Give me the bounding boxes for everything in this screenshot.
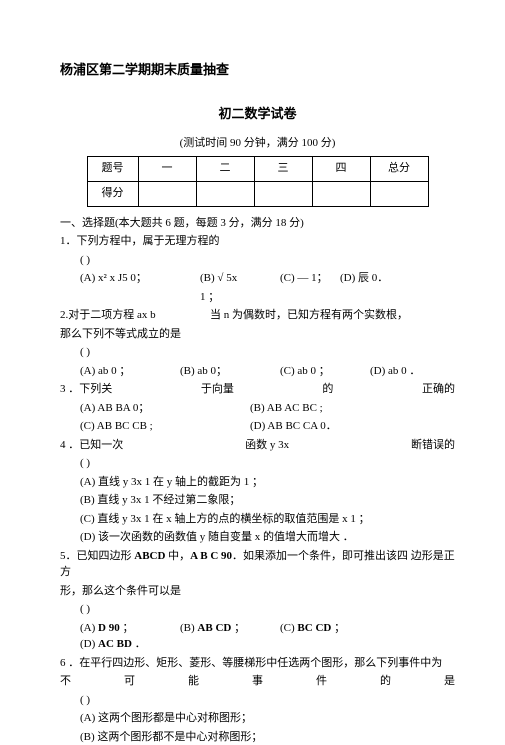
- q1-a: (A) x² x J5 0；: [80, 270, 200, 287]
- q5-oa: (A) D 90 ；: [80, 620, 180, 637]
- td-2: [196, 181, 254, 206]
- q1-opts: (A) x² x J5 0； (B) √ 5x (C) — 1； (D) 辰 0…: [60, 270, 455, 287]
- q1-d: (D) 辰 0．: [340, 270, 400, 287]
- q4a: 4 ．已知一次: [60, 437, 123, 454]
- q3-opts2: (C) AB BC CB ; (D) AB BC CA 0．: [60, 418, 455, 435]
- th-total: 总分: [370, 156, 428, 181]
- q2-oa: (A) ab 0 ；: [80, 363, 180, 380]
- q6c: ( ): [60, 692, 455, 709]
- q3d: 正确的: [422, 381, 455, 398]
- q5-ob: (B) AB CD ；: [180, 620, 280, 637]
- q6a: 6 ．在平行四边形、矩形、菱形、等腰梯形中任选两个图形，那么下列事件中为: [60, 655, 455, 672]
- q5a: 5．已知四边形: [60, 550, 134, 562]
- q6b1: 不: [60, 673, 71, 690]
- q5: 5．已知四边形 ABCD 中，A B C 90．如果添加一个条件，即可推出该四 …: [60, 548, 455, 581]
- subtitle: (测试时间 90 分钟，满分 100 分): [60, 135, 455, 152]
- th-num: 题号: [87, 156, 138, 181]
- q6b5: 件: [316, 673, 327, 690]
- q6b4: 事: [252, 673, 263, 690]
- q4oa: (A) 直线 y 3x 1 在 y 轴上的截距为 1 ；: [60, 474, 455, 491]
- q4: 4 ．已知一次 函数 y 3x 断错误的: [60, 437, 455, 454]
- q3-oc: (C) AB BC CB ;: [80, 418, 250, 435]
- th-3: 三: [254, 156, 312, 181]
- td-3: [254, 181, 312, 206]
- q5c: ( ): [60, 601, 455, 618]
- title: 初二数学试卷: [60, 104, 455, 124]
- q3-opts1: (A) AB BA 0； (B) AB AC BC ;: [60, 400, 455, 417]
- q2b: 当 n 为偶数时，已知方程有两个实数根，: [210, 307, 408, 324]
- q6oa: (A) 这两个图形都是中心对称图形；: [60, 710, 455, 727]
- q4ob: (B) 直线 y 3x 1 不经过第二象限；: [60, 492, 455, 509]
- q2-od: (D) ab 0 ．: [370, 363, 450, 380]
- th-2: 二: [196, 156, 254, 181]
- q2: 2.对于二项方程 ax b 当 n 为偶数时，已知方程有两个实数根，: [60, 307, 455, 324]
- q3b: 于向量: [201, 381, 234, 398]
- q1: 1．下列方程中，属于无理方程的: [60, 233, 455, 250]
- q5-oc: (C) BC CD ；: [280, 620, 380, 637]
- q1-paren: ( ): [60, 252, 455, 269]
- q3-oa: (A) AB BA 0；: [80, 400, 250, 417]
- section-title: 一、选择题(本大题共 6 题，每题 3 分，满分 18 分): [60, 215, 455, 232]
- q6b2: 可: [124, 673, 135, 690]
- q3a: 3 ．下列关: [60, 381, 112, 398]
- q4b: 函数 y 3x: [245, 437, 289, 454]
- score-table: 题号 一 二 三 四 总分 得分: [87, 156, 429, 207]
- q6b: 不 可 能 事 件 的 是: [60, 673, 455, 690]
- q2-opts: (A) ab 0 ； (B) ab 0； (C) ab 0 ； (D) ab 0…: [60, 363, 455, 380]
- th-4: 四: [312, 156, 370, 181]
- header: 杨浦区第二学期期末质量抽查: [60, 60, 455, 80]
- q3-od: (D) AB BC CA 0．: [250, 418, 337, 435]
- q5bold2: A B C 90: [190, 550, 232, 562]
- q5-od: (D) AC BD ．: [80, 636, 170, 653]
- q4od: (D) 该一次函数的函数值 y 随自变量 x 的值增大而增大 ．: [60, 529, 455, 546]
- q6ob: (B) 这两个图形都不是中心对称图形；: [60, 729, 455, 745]
- td-score: 得分: [87, 181, 138, 206]
- q6b7: 是: [444, 673, 455, 690]
- q5a2: 中，: [165, 550, 190, 562]
- q2a: 2.对于二项方程 ax b: [60, 307, 210, 324]
- q1-b2: 1 ；: [60, 289, 455, 306]
- td-1: [138, 181, 196, 206]
- q3: 3 ．下列关 于向量 的 正确的: [60, 381, 455, 398]
- q3c: 的: [322, 381, 333, 398]
- td-4: [312, 181, 370, 206]
- q5-opts: (A) D 90 ； (B) AB CD ； (C) BC CD ； (D) A…: [60, 620, 455, 653]
- th-1: 一: [138, 156, 196, 181]
- q2d: ( ): [60, 344, 455, 361]
- q2-ob: (B) ab 0；: [180, 363, 280, 380]
- q1-c: (C) — 1；: [280, 270, 340, 287]
- q6b3: 能: [188, 673, 199, 690]
- q5b: 形，那么这个条件可以是: [60, 583, 455, 600]
- q5abold: ABCD: [134, 550, 165, 562]
- q2-oc: (C) ab 0 ；: [280, 363, 370, 380]
- q4c: 断错误的: [411, 437, 455, 454]
- q3-ob: (B) AB AC BC ;: [250, 400, 323, 417]
- q4d: ( ): [60, 455, 455, 472]
- q1-b: (B) √ 5x: [200, 270, 280, 287]
- q6b6: 的: [380, 673, 391, 690]
- q2c: 那么下列不等式成立的是: [60, 326, 455, 343]
- td-total: [370, 181, 428, 206]
- q4oc: (C) 直线 y 3x 1 在 x 轴上方的点的横坐标的取值范围是 x 1 ；: [60, 511, 455, 528]
